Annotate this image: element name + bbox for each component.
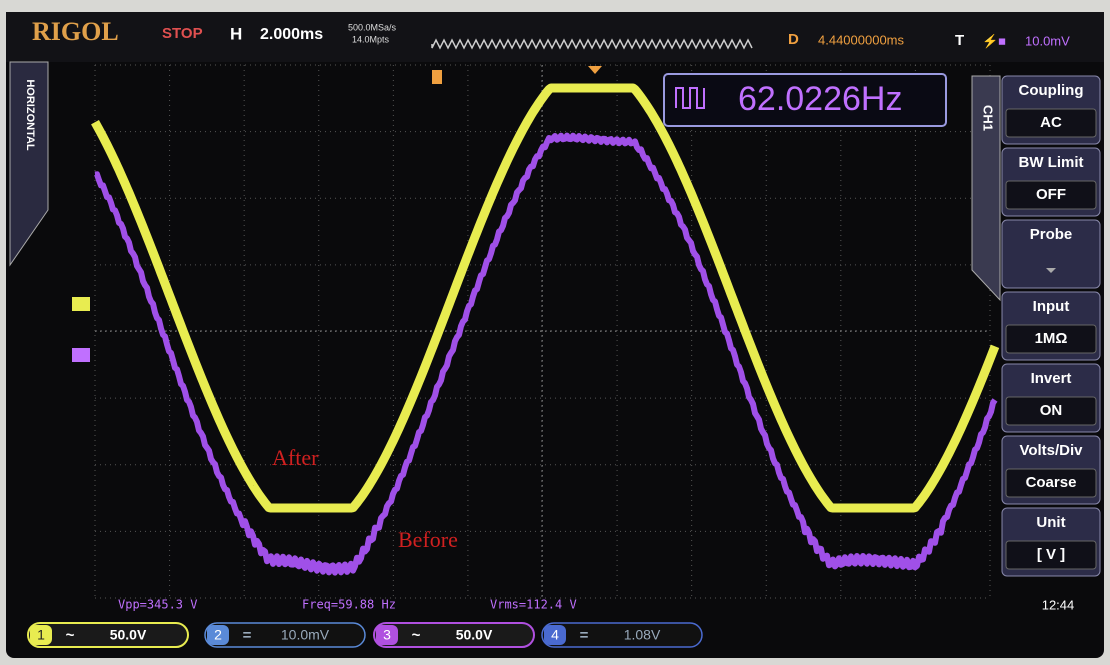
side-tab-label: HORIZONTAL <box>24 79 36 151</box>
menu-label: Probe <box>1030 226 1073 243</box>
channel-number: 2 <box>214 627 222 643</box>
trigger-edge: ⚡■ <box>982 33 1006 49</box>
trigger-level: 10.0mV <box>1025 33 1070 48</box>
menu-label: Input <box>1033 298 1070 315</box>
trigger-position-marker <box>432 70 442 84</box>
channel-scale: 50.0V <box>456 627 493 643</box>
channel-coupling: = <box>580 627 589 644</box>
page: RIGOL STOP H 2.000ms 500.0MSa/s 14.0Mpts… <box>0 0 1110 665</box>
clock: 12:44 <box>1042 597 1075 612</box>
menu-label: Invert <box>1031 370 1072 387</box>
menu-channel: CH1 <box>981 105 996 131</box>
menu-label: BW Limit <box>1019 154 1084 171</box>
channel-number: 4 <box>551 627 559 643</box>
menu-value: AC <box>1040 114 1062 131</box>
channel-coupling: ~ <box>66 627 75 644</box>
frequency-value: 62.0226Hz <box>738 80 902 118</box>
menu-value: OFF <box>1036 186 1066 203</box>
measurement: Freq=59.88 Hz <box>302 598 396 612</box>
channel-coupling: ~ <box>412 627 421 644</box>
menu-label: Coupling <box>1019 82 1084 99</box>
channel-scale: 1.08V <box>624 627 661 643</box>
status: STOP <box>162 25 203 42</box>
channel-number: 3 <box>383 627 391 643</box>
channel-scale: 10.0mV <box>281 627 330 643</box>
channel-scale: 50.0V <box>110 627 147 643</box>
ch3-marker <box>72 348 90 362</box>
menu-label: Unit <box>1036 514 1065 531</box>
channel-coupling: = <box>243 627 252 644</box>
channel-number: 1 <box>37 627 45 643</box>
menu-value: Coarse <box>1026 474 1077 491</box>
delay-label: D <box>788 31 799 48</box>
menu-value: [ V ] <box>1037 546 1065 563</box>
menu: Coupling AC BW Limit OFF Probe Input 1MΩ Invert… <box>1002 76 1100 576</box>
timebase: 2.000ms <box>260 26 323 43</box>
menu-value: ON <box>1040 402 1063 419</box>
oscilloscope-screen: RIGOL STOP H 2.000ms 500.0MSa/s 14.0Mpts… <box>0 0 1110 665</box>
before-label: Before <box>398 527 458 552</box>
delay: 4.44000000ms <box>818 32 905 47</box>
measurements: Vpp=345.3 V Freq=59.88 Hz Vrms=112.4 V <box>118 598 577 612</box>
timebase-label: H <box>230 24 242 43</box>
memory-depth: 14.0Mpts <box>352 34 390 44</box>
trigger-label: T <box>955 32 964 49</box>
measurement: Vrms=112.4 V <box>490 598 577 612</box>
sample-rate: 500.0MSa/s <box>348 22 397 32</box>
menu-value: 1MΩ <box>1035 330 1068 347</box>
brand: RIGOL <box>32 17 119 46</box>
menu-label: Volts/Div <box>1019 442 1083 459</box>
measurement: Vpp=345.3 V <box>118 598 197 612</box>
ch1-marker <box>72 297 90 311</box>
after-label: After <box>272 445 319 470</box>
